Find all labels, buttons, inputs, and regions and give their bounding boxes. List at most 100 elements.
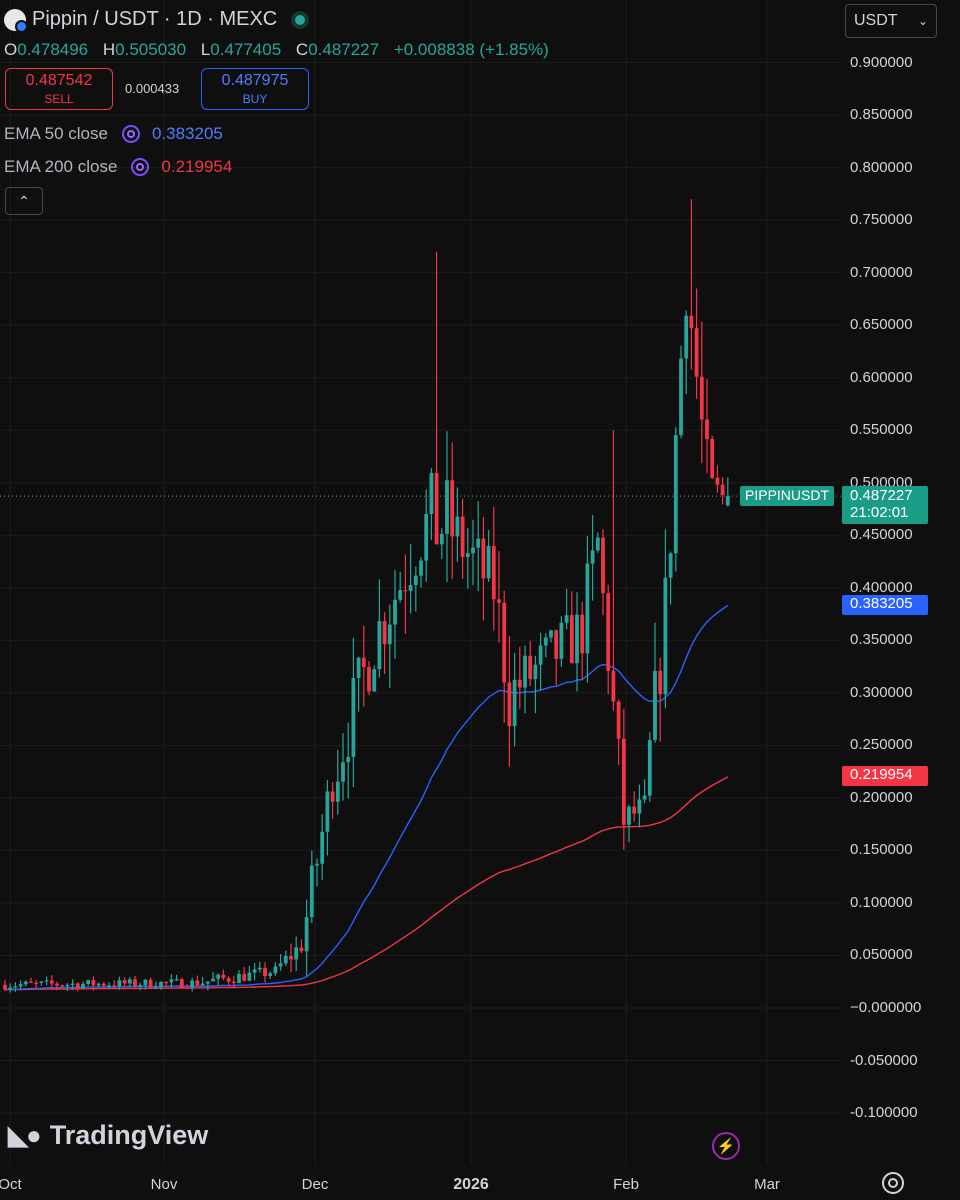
candle-body xyxy=(720,484,725,495)
candle-body xyxy=(673,435,678,554)
close-value: 0.487227 xyxy=(308,40,380,59)
candle-body xyxy=(185,987,189,989)
sell-button[interactable]: 0.487542 SELL xyxy=(5,68,113,110)
ema200-value: 0.219954 xyxy=(161,157,233,176)
bar-countdown: 21:02:01 xyxy=(850,504,909,521)
last-price-value: 0.487227 xyxy=(850,487,913,504)
candle-body xyxy=(320,831,325,864)
tradingview-logo[interactable]: ◣● TradingView xyxy=(8,1120,208,1151)
lightning-icon[interactable]: ⚡ xyxy=(712,1132,740,1160)
y-tick-label: 0.750000 xyxy=(850,211,913,229)
candle-body xyxy=(169,979,174,983)
candle-body xyxy=(684,315,689,359)
y-tick-label: 0.150000 xyxy=(850,841,913,859)
ema-line xyxy=(4,776,729,991)
candle-body xyxy=(424,513,429,561)
candle-body xyxy=(585,563,590,654)
candle-body xyxy=(512,679,517,727)
candle-body xyxy=(580,614,585,654)
candle-body xyxy=(8,987,13,990)
candle-body xyxy=(299,947,304,952)
candle-body xyxy=(341,762,345,782)
y-tick-label: 0.400000 xyxy=(850,578,913,596)
y-tick-label: 0.900000 xyxy=(850,53,913,71)
candle-body xyxy=(70,983,75,985)
candle-body xyxy=(190,980,195,988)
ema50-label: EMA 50 close xyxy=(4,124,108,143)
buy-button[interactable]: 0.487975 BUY xyxy=(201,68,309,110)
candle-body xyxy=(523,655,527,688)
currency-select[interactable]: USDT ⌄ xyxy=(845,4,937,38)
low-label: L xyxy=(200,40,211,59)
candle-body xyxy=(13,986,18,988)
candle-body xyxy=(294,947,299,960)
candle-body xyxy=(242,973,247,981)
candle-body xyxy=(611,670,616,702)
candle-body xyxy=(159,981,163,988)
candle-body xyxy=(450,480,455,537)
candle-body xyxy=(601,537,605,594)
candle-body xyxy=(621,738,626,825)
candle-body xyxy=(148,979,153,988)
candle-body xyxy=(642,795,647,800)
indicator-ema50[interactable]: EMA 50 close 0.383205 xyxy=(4,124,223,144)
candle-body xyxy=(637,799,642,814)
x-tick-label: Nov xyxy=(150,1176,178,1193)
candle-body xyxy=(18,984,23,987)
candle-body xyxy=(39,981,44,983)
candle-body xyxy=(289,955,293,960)
y-tick-label: −0.000000 xyxy=(850,999,922,1016)
currency-select-value: USDT xyxy=(854,12,898,29)
candle-body xyxy=(309,865,314,918)
ema50-value: 0.383205 xyxy=(151,124,223,143)
chevron-up-icon: ⌃ xyxy=(18,192,30,209)
open-label: O xyxy=(4,40,18,59)
candle-body xyxy=(465,553,470,557)
candle-body xyxy=(247,972,252,981)
candle-body xyxy=(559,622,564,659)
indicator-ema200[interactable]: EMA 200 close 0.219954 xyxy=(4,157,232,177)
y-tick-label: 0.650000 xyxy=(850,316,913,334)
collapse-legend-button[interactable]: ⌃ xyxy=(5,187,43,215)
y-tick-label: 0.250000 xyxy=(850,736,913,754)
candle-body xyxy=(429,472,434,514)
y-tick-label: 0.300000 xyxy=(850,683,913,701)
candle-body xyxy=(481,538,486,579)
candle-body xyxy=(668,553,673,578)
candle-body xyxy=(658,670,663,695)
candle-body xyxy=(107,985,111,987)
candle-body xyxy=(153,987,158,989)
candle-body xyxy=(23,981,28,985)
chart-header[interactable]: Pippin / USDT · 1D · MEXC xyxy=(4,8,306,33)
candle-body xyxy=(304,917,309,952)
candle-body xyxy=(91,980,96,986)
candle-body xyxy=(372,669,377,692)
candle-body xyxy=(133,979,137,986)
settings-gear-icon[interactable] xyxy=(882,1172,904,1194)
candle-body xyxy=(471,547,475,554)
high-value: 0.505030 xyxy=(115,40,187,59)
candle-body xyxy=(237,973,241,984)
chevron-down-icon: ⌄ xyxy=(917,14,928,28)
candle-body xyxy=(127,979,132,984)
candle-body xyxy=(476,538,481,548)
candle-body xyxy=(491,545,496,600)
candle-body xyxy=(549,630,553,638)
candle-body xyxy=(252,969,257,973)
high-label: H xyxy=(102,40,116,59)
candle-body xyxy=(268,973,273,976)
y-tick-label: 0.100000 xyxy=(850,893,913,911)
candle-body xyxy=(231,981,236,984)
candle-body xyxy=(335,781,340,802)
candle-body xyxy=(517,679,522,688)
candle-body xyxy=(455,516,460,537)
candle-body xyxy=(434,472,439,545)
candle-body xyxy=(81,983,85,989)
x-tick-label: 2026 xyxy=(453,1176,489,1193)
candle-body xyxy=(283,955,288,964)
candle-body xyxy=(497,599,501,603)
candle-body xyxy=(554,630,559,659)
candle-body xyxy=(616,701,621,739)
candle-body xyxy=(226,978,231,982)
